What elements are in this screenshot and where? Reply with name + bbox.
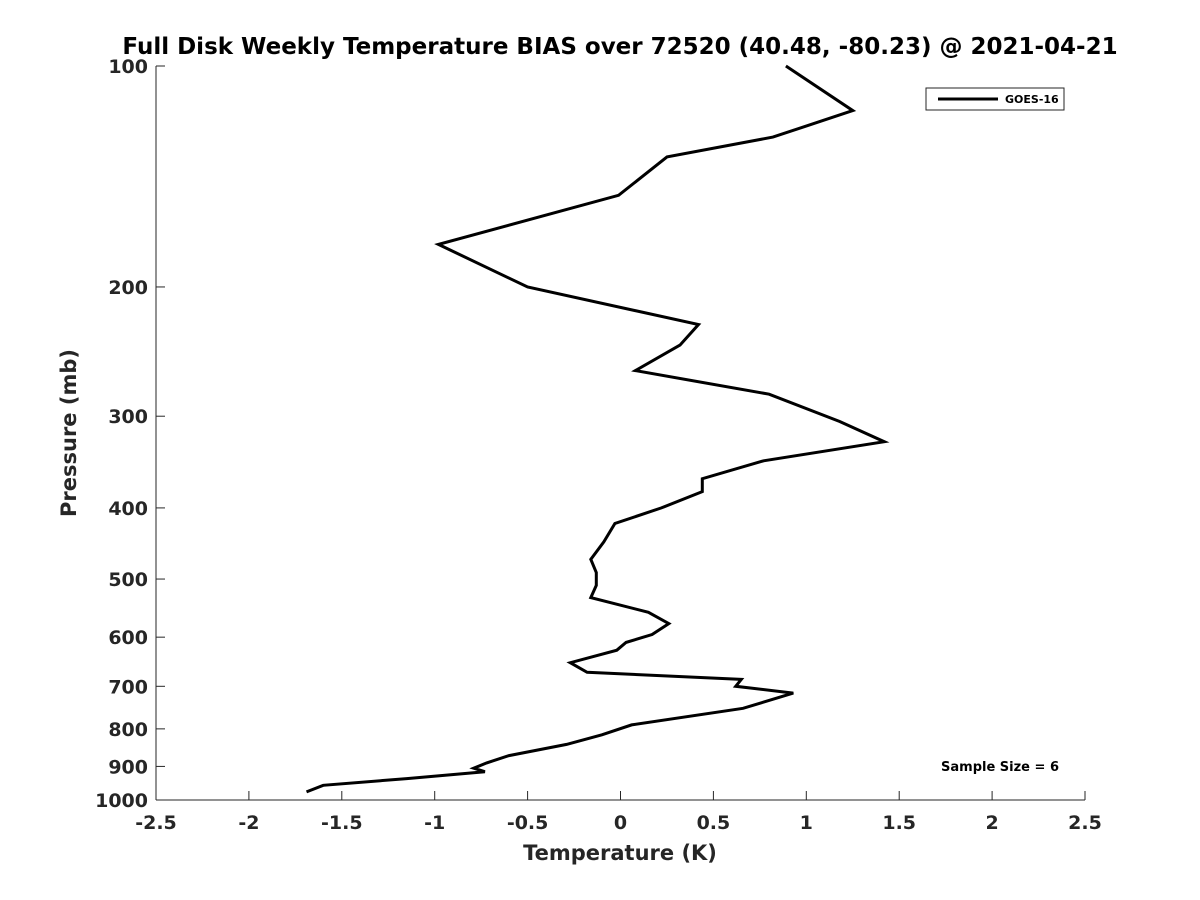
y-tick-label: 500: [108, 569, 148, 591]
x-tick-label: 0.5: [697, 812, 731, 834]
y-tick-label: 300: [108, 406, 148, 428]
y-tick-label: 700: [108, 676, 148, 698]
x-tick-label: 1: [800, 812, 813, 834]
y-axis-label: Pressure (mb): [57, 349, 81, 517]
series-layer: [305, 64, 890, 794]
legend-label-goes-16: GOES-16: [1005, 93, 1059, 106]
x-tick-label: -1.5: [321, 812, 363, 834]
chart-title: Full Disk Weekly Temperature BIAS over 7…: [122, 34, 1117, 60]
y-tick-label: 600: [108, 627, 148, 649]
x-tick-label: -1: [424, 812, 445, 834]
x-ticks: -2.5 -2 -1.5 -1 -0.5 0 0.5 1 1.5 2 2.5: [135, 791, 1102, 834]
series-line-goes-16: [305, 64, 890, 794]
y-tick-label: 900: [108, 756, 148, 778]
y-tick-label: 1000: [95, 790, 148, 812]
x-tick-label: 0: [614, 812, 627, 834]
y-tick-label: 800: [108, 719, 148, 741]
y-ticks: 100 200 300 400 500 600 700 800 900 1000: [95, 56, 165, 812]
legend: GOES-16: [925, 87, 1065, 111]
x-tick-label: 2: [985, 812, 998, 834]
x-tick-label: 2.5: [1068, 812, 1102, 834]
y-tick-label: 200: [108, 277, 148, 299]
x-axis-label: Temperature (K): [523, 841, 717, 865]
y-tick-label: 100: [108, 56, 148, 78]
sample-size-annotation: Sample Size = 6: [941, 760, 1059, 775]
y-tick-label: 400: [108, 498, 148, 520]
x-tick-label: -2: [238, 812, 259, 834]
x-tick-label: 1.5: [882, 812, 916, 834]
x-tick-label: -2.5: [135, 812, 177, 834]
x-tick-label: -0.5: [507, 812, 549, 834]
